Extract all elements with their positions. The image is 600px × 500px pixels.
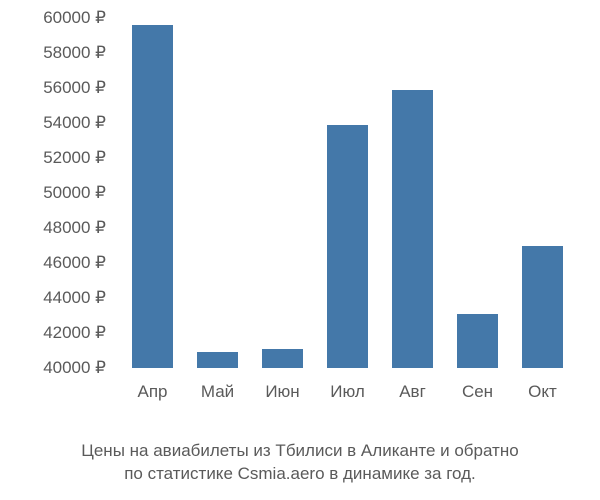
bar [392,90,432,368]
y-axis-label: 54000 ₽ [43,113,120,133]
y-axis-label: 50000 ₽ [43,183,120,203]
y-axis-label: 48000 ₽ [43,218,120,238]
x-axis-label: Сен [462,368,493,402]
chart-caption: Цены на авиабилеты из Тбилиси в Аликанте… [0,440,600,486]
x-axis-label: Июн [265,368,299,402]
x-axis-label: Апр [138,368,168,402]
x-axis-label: Июл [330,368,365,402]
bar [522,246,562,369]
bar [132,25,172,368]
bar [327,125,367,368]
price-chart: 40000 ₽ 42000 ₽ 44000 ₽ 46000 ₽ 48000 ₽ 50000… [0,0,600,500]
x-axis-label: Май [201,368,234,402]
plot-area: 40000 ₽42000 ₽44000 ₽46000 ₽48000 ₽50000… [120,18,575,369]
bar [197,352,237,368]
y-axis-label: 60000 ₽ [43,8,120,28]
caption-line: по статистике Csmia.aero в динамике за г… [0,463,600,486]
caption-line: Цены на авиабилеты из Тбилиси в Аликанте… [0,440,600,463]
x-axis-label: Авг [399,368,426,402]
y-axis-label: 46000 ₽ [43,253,120,273]
y-axis-label: 40000 ₽ [43,358,120,378]
y-axis-label: 58000 ₽ [43,43,120,63]
bar [457,314,497,368]
y-axis-label: 52000 ₽ [43,148,120,168]
y-axis-label: 42000 ₽ [43,323,120,343]
bar [262,349,302,368]
x-axis-label: Окт [528,368,557,402]
y-axis-label: 56000 ₽ [43,78,120,98]
y-axis-label: 44000 ₽ [43,288,120,308]
